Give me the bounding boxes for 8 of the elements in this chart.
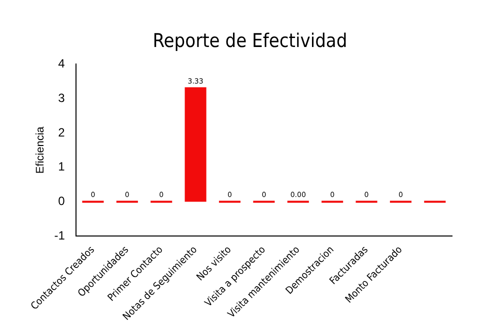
- y-tick-label: -1: [54, 228, 66, 242]
- y-tick-label: 1: [58, 160, 66, 174]
- y-tick-label: 3: [58, 90, 66, 105]
- y-tick-label: 4: [58, 56, 66, 71]
- y-axis-title: Eficiencia: [34, 126, 47, 174]
- y-tick-label: 0: [58, 194, 66, 208]
- y-tick-label: 2: [58, 125, 66, 140]
- chart-title: Reporte de Efectividad: [152, 30, 348, 52]
